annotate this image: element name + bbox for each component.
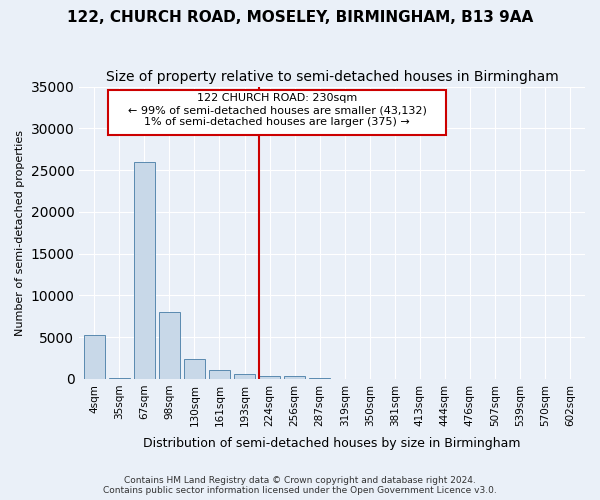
Title: Size of property relative to semi-detached houses in Birmingham: Size of property relative to semi-detach… xyxy=(106,70,559,84)
Text: 122 CHURCH ROAD: 230sqm: 122 CHURCH ROAD: 230sqm xyxy=(197,93,357,103)
Y-axis label: Number of semi-detached properties: Number of semi-detached properties xyxy=(15,130,25,336)
Text: ← 99% of semi-detached houses are smaller (43,132): ← 99% of semi-detached houses are smalle… xyxy=(128,106,427,116)
Text: Contains HM Land Registry data © Crown copyright and database right 2024.
Contai: Contains HM Land Registry data © Crown c… xyxy=(103,476,497,495)
Text: 122, CHURCH ROAD, MOSELEY, BIRMINGHAM, B13 9AA: 122, CHURCH ROAD, MOSELEY, BIRMINGHAM, B… xyxy=(67,10,533,25)
Bar xyxy=(184,359,205,379)
Text: 1% of semi-detached houses are larger (375) →: 1% of semi-detached houses are larger (3… xyxy=(144,116,410,126)
Bar xyxy=(209,370,230,379)
Bar xyxy=(134,162,155,379)
Bar xyxy=(259,376,280,379)
Bar xyxy=(83,334,105,379)
Bar xyxy=(309,378,330,379)
Bar xyxy=(234,374,255,379)
X-axis label: Distribution of semi-detached houses by size in Birmingham: Distribution of semi-detached houses by … xyxy=(143,437,521,450)
Bar xyxy=(284,376,305,379)
Bar xyxy=(159,312,180,379)
FancyBboxPatch shape xyxy=(108,90,446,135)
